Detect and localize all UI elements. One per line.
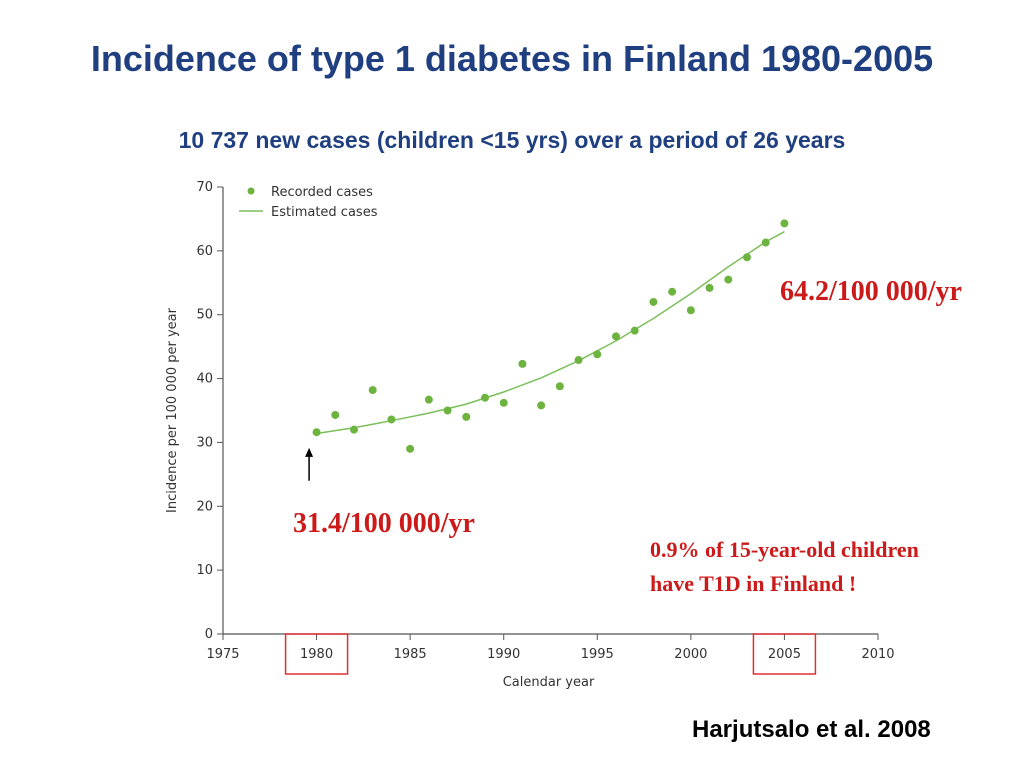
recorded-case-point [593,350,602,359]
prevalence-note: 0.9% of 15-year-old children have T1D in… [650,533,919,601]
recorded-case-point [705,283,714,292]
recorded-case-point [743,253,751,262]
prevalence-note-line1: 0.9% of 15-year-old children [650,537,919,562]
y-tick-label: 60 [196,244,213,259]
recorded-case-point [724,275,733,284]
slide-title: Incidence of type 1 diabetes in Finland … [90,38,934,79]
x-tick-label: 2000 [674,647,707,662]
prevalence-note-line2: have T1D in Finland ! [650,571,857,596]
x-tick-label: 1980 [300,647,333,662]
recorded-case-point [312,428,321,437]
recorded-case-point [387,415,396,424]
y-tick-label: 20 [196,499,213,514]
recorded-case-point [443,406,452,415]
recorded-case-point [368,386,377,395]
recorded-case-point [350,425,358,434]
legend-label-estimated: Estimated cases [271,205,378,220]
annotation-end-rate: 64.2/100 000/yr [780,276,962,307]
recorded-case-point [424,395,433,404]
arrow-head [305,447,314,457]
recorded-case-point [574,356,583,365]
estimated-cases-line [316,231,785,435]
highlight-box-1980 [284,633,349,675]
y-tick-label: 30 [196,435,213,450]
y-tick-label: 0 [205,627,213,642]
annotation-start-rate: 31.4/100 000/yr [293,508,475,539]
legend-label-recorded: Recorded cases [271,185,373,200]
legend-marker-recorded [247,187,255,195]
recorded-case-point [649,297,658,306]
highlight-box-2005 [752,633,817,675]
y-tick-label: 50 [196,308,213,323]
x-tick-label: 1975 [206,647,239,662]
recorded-case-point [686,306,695,315]
citation: Harjutsalo et al. 2008 [692,716,931,743]
x-tick-label: 1990 [487,647,520,662]
y-tick-label: 70 [196,180,213,195]
recorded-case-point [612,332,620,341]
y-tick-label: 40 [196,372,213,387]
recorded-case-point [406,444,415,453]
recorded-case-point [481,393,489,402]
recorded-case-point [630,326,639,335]
x-axis-label: Calendar year [503,675,595,690]
x-tick-label: 2010 [861,647,894,662]
recorded-case-point [555,382,564,391]
y-tick-label: 10 [196,563,213,578]
x-tick-label: 2005 [768,647,801,662]
slide-subtitle: 10 737 new cases (children <15 yrs) over… [178,127,846,153]
x-tick-label: 1985 [394,647,427,662]
recorded-case-point [331,410,340,419]
recorded-case-point [518,359,527,368]
recorded-case-point [761,238,770,247]
y-axis-label: Incidence per 100 000 per year [165,307,180,513]
recorded-case-point [499,398,508,407]
recorded-case-point [462,412,471,421]
recorded-case-point [537,401,546,410]
x-tick-label: 1995 [581,647,614,662]
recorded-case-point [668,287,677,296]
recorded-case-point [780,219,789,228]
